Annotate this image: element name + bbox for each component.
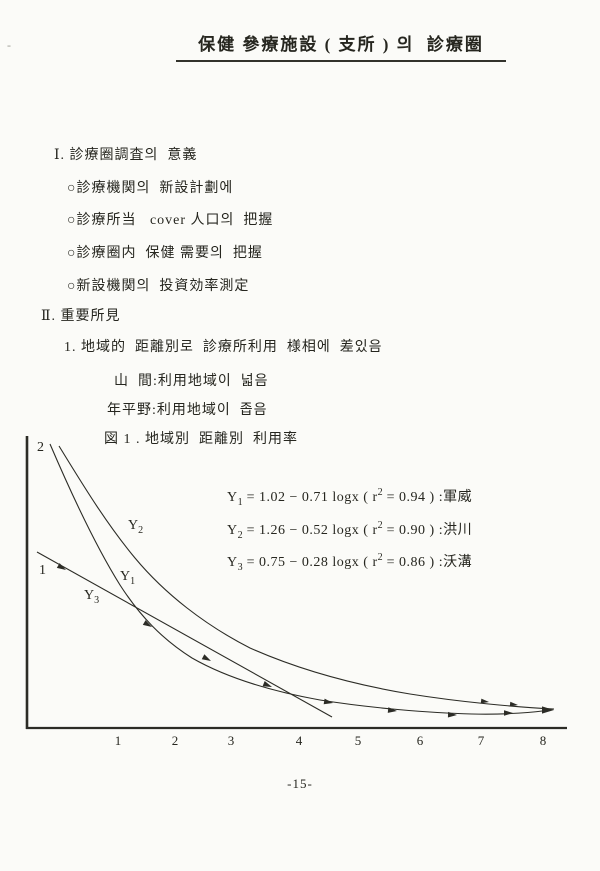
curve-label-y3: Y3 bbox=[84, 588, 99, 606]
x-tick-label: 8 bbox=[539, 733, 547, 748]
eq-sup: 2 bbox=[377, 487, 383, 498]
x-tick-label: 2 bbox=[171, 733, 179, 748]
y-axis-label-lower: 1 bbox=[39, 563, 46, 578]
bullet-health-demand: ○診療圈内 保健 需要의 把握 bbox=[67, 246, 263, 261]
x-tick-label: 3 bbox=[227, 733, 235, 748]
stray-scan-mark: - bbox=[7, 38, 11, 52]
curve-label-var: Y bbox=[128, 518, 139, 533]
eq-tail: = 0.90 ) :洪川 bbox=[382, 523, 473, 538]
eq-var: Y bbox=[227, 490, 238, 505]
curve-label-sub: 1 bbox=[130, 576, 136, 587]
eq-body: = 0.75 − 0.28 logx ( r bbox=[242, 555, 378, 570]
curve-label-y2: Y2 bbox=[128, 518, 143, 536]
y-axis-label-upper: 2 bbox=[37, 440, 44, 455]
section-1-heading: Ⅰ. 診療圈調査의 意義 bbox=[54, 148, 198, 163]
eq-var: Y bbox=[227, 523, 238, 538]
eq-sub: 2 bbox=[237, 530, 243, 541]
curve-y1 bbox=[49, 443, 551, 715]
eq-sup: 2 bbox=[377, 520, 383, 531]
x-tick-label: 7 bbox=[477, 733, 485, 748]
x-tick-label: 4 bbox=[295, 733, 303, 748]
page-number: -15- bbox=[287, 776, 313, 791]
x-tick-label: 5 bbox=[354, 733, 362, 748]
x-tick-label: 1 bbox=[114, 733, 122, 748]
eq-sub: 1 bbox=[237, 497, 243, 508]
data-point-markers bbox=[56, 563, 554, 718]
section-2-heading: Ⅱ. 重要所見 bbox=[41, 309, 121, 324]
curve-label-sub: 3 bbox=[94, 595, 100, 606]
curve-label-y1: Y1 bbox=[120, 569, 135, 587]
curve-label-var: Y bbox=[120, 569, 131, 584]
eq-sub: 3 bbox=[237, 562, 243, 573]
curve-label-var: Y bbox=[84, 588, 95, 603]
x-tick-label: 6 bbox=[416, 733, 424, 748]
bullet-new-plan: ○診療機関의 新設計劃에 bbox=[67, 181, 234, 196]
figure-caption: 図 1 . 地域別 距離別 利用率 bbox=[104, 432, 298, 447]
section-2-item-1: 1. 地域的 距離別로 診療所利用 様相에 差있음 bbox=[64, 340, 383, 355]
eq-tail: = 0.86 ) :沃溝 bbox=[382, 555, 473, 570]
eq-var: Y bbox=[227, 555, 238, 570]
subline-mountain: 山 間:利用地域이 넓음 bbox=[114, 374, 269, 389]
equation-y3: Y3 = 0.75 − 0.28 logx ( r2 = 0.86 ) :沃溝 bbox=[227, 551, 472, 573]
curve-label-sub: 2 bbox=[138, 525, 144, 536]
eq-sup: 2 bbox=[377, 552, 383, 563]
bullet-cover-population: ○診療所当 cover 人口의 把握 bbox=[67, 213, 274, 228]
equation-y2: Y2 = 1.26 − 0.52 logx ( r2 = 0.90 ) :洪川 bbox=[227, 519, 472, 541]
bullet-investment-efficiency: ○新設機関의 投資効率測定 bbox=[67, 279, 250, 294]
curve-y3 bbox=[36, 551, 333, 718]
subline-plain: 年平野:利用地域이 좁음 bbox=[107, 403, 268, 418]
curve-end-arrow bbox=[542, 706, 554, 714]
curve-y2 bbox=[58, 445, 555, 710]
eq-body: = 1.02 − 0.71 logx ( r bbox=[242, 490, 378, 505]
eq-tail: = 0.94 ) :軍威 bbox=[382, 490, 473, 505]
equation-y1: Y1 = 1.02 − 0.71 logx ( r2 = 0.94 ) :軍威 bbox=[227, 486, 472, 508]
eq-body: = 1.26 − 0.52 logx ( r bbox=[242, 523, 378, 538]
page-title: 保健 參療施設 ( 支所 ) 의 診療圈 bbox=[176, 30, 506, 62]
